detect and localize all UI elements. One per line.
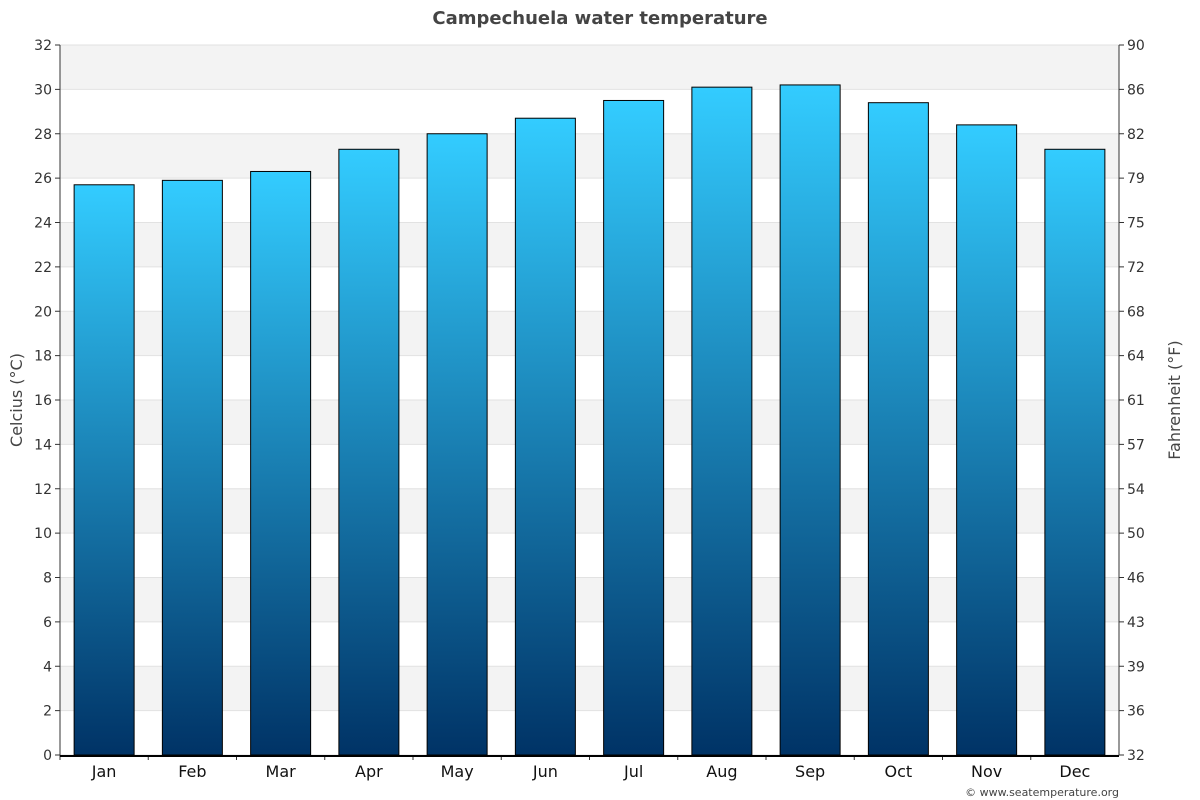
y2-tick-label: 79 [1127, 171, 1145, 187]
x-tick-label: Nov [971, 762, 1002, 781]
grid-band [60, 311, 1119, 356]
bar-feb [161, 179, 223, 756]
y2-tick-label: 75 [1127, 216, 1145, 232]
bar-dec [1044, 148, 1106, 756]
y2-tick-label: 61 [1127, 393, 1145, 409]
y2-tick-label: 68 [1127, 304, 1145, 320]
y-tick-label: 4 [43, 659, 52, 675]
grid-band [60, 222, 1119, 267]
grid-band [60, 400, 1119, 445]
bar-apr [338, 148, 400, 756]
y2-tick-label: 36 [1127, 704, 1145, 720]
bar-nov [956, 124, 1018, 756]
x-tick-label: Apr [355, 762, 383, 781]
x-tick-label: Sep [795, 762, 825, 781]
y2-tick-label: 46 [1127, 571, 1145, 587]
x-tick-label: May [441, 762, 474, 781]
y2-tick-label: 39 [1127, 659, 1145, 675]
x-tick-label: Dec [1059, 762, 1090, 781]
x-tick-label: Jun [532, 762, 558, 781]
y-tick-label: 26 [34, 171, 52, 187]
y-tick-label: 6 [43, 615, 52, 631]
grid-band [60, 133, 1119, 179]
y-tick-label: 30 [34, 82, 52, 98]
y-tick-label: 16 [34, 393, 52, 409]
y2-tick-label: 57 [1127, 437, 1145, 453]
y-tick-label: 32 [34, 38, 52, 54]
bar-mar [250, 170, 312, 756]
y2-tick-label: 86 [1127, 82, 1145, 98]
y-tick-label: 18 [34, 349, 52, 365]
y-tick-label: 0 [43, 748, 52, 764]
y-tick-label: 10 [34, 526, 52, 542]
bar-aug [691, 86, 753, 756]
x-tick-label: Oct [885, 762, 913, 781]
grid-band [60, 45, 1119, 90]
x-tick-label: Feb [178, 762, 206, 781]
grid-band [60, 488, 1119, 534]
y2-tick-label: 50 [1127, 526, 1145, 542]
grid-band [60, 577, 1119, 622]
bar-oct [867, 102, 929, 756]
y-tick-label: 22 [34, 260, 52, 276]
chart-title: Campechuela water temperature [432, 8, 767, 29]
x-tick-label: Aug [706, 762, 737, 781]
y-tick-label: 8 [43, 571, 52, 587]
credit-text: © www.seatemperature.org [965, 786, 1119, 799]
y2-tick-label: 64 [1127, 349, 1145, 365]
x-tick-label: Jul [623, 762, 643, 781]
bar-jun [514, 117, 576, 756]
y2-axis-label: Fahrenheit (°F) [1165, 340, 1184, 459]
y-axis-label: Celcius (°C) [7, 353, 26, 447]
y-tick-label: 12 [34, 482, 52, 498]
x-tick-label: Jan [91, 762, 117, 781]
y-tick-label: 14 [34, 437, 52, 453]
y-tick-label: 20 [34, 304, 52, 320]
y2-tick-label: 90 [1127, 38, 1145, 54]
bar-may [426, 133, 488, 756]
y-tick-label: 2 [43, 704, 52, 720]
y-tick-label: 28 [34, 127, 52, 143]
y2-tick-label: 82 [1127, 127, 1145, 143]
bar-sep [779, 84, 841, 756]
y-tick-label: 24 [34, 216, 52, 232]
y2-tick-label: 54 [1127, 482, 1145, 498]
y2-tick-label: 32 [1127, 748, 1145, 764]
bar-jul [603, 99, 665, 756]
y2-tick-label: 72 [1127, 260, 1145, 276]
y2-tick-label: 43 [1127, 615, 1145, 631]
grid-band [60, 666, 1119, 711]
bar-jan [73, 184, 135, 756]
x-tick-label: Mar [266, 762, 297, 781]
